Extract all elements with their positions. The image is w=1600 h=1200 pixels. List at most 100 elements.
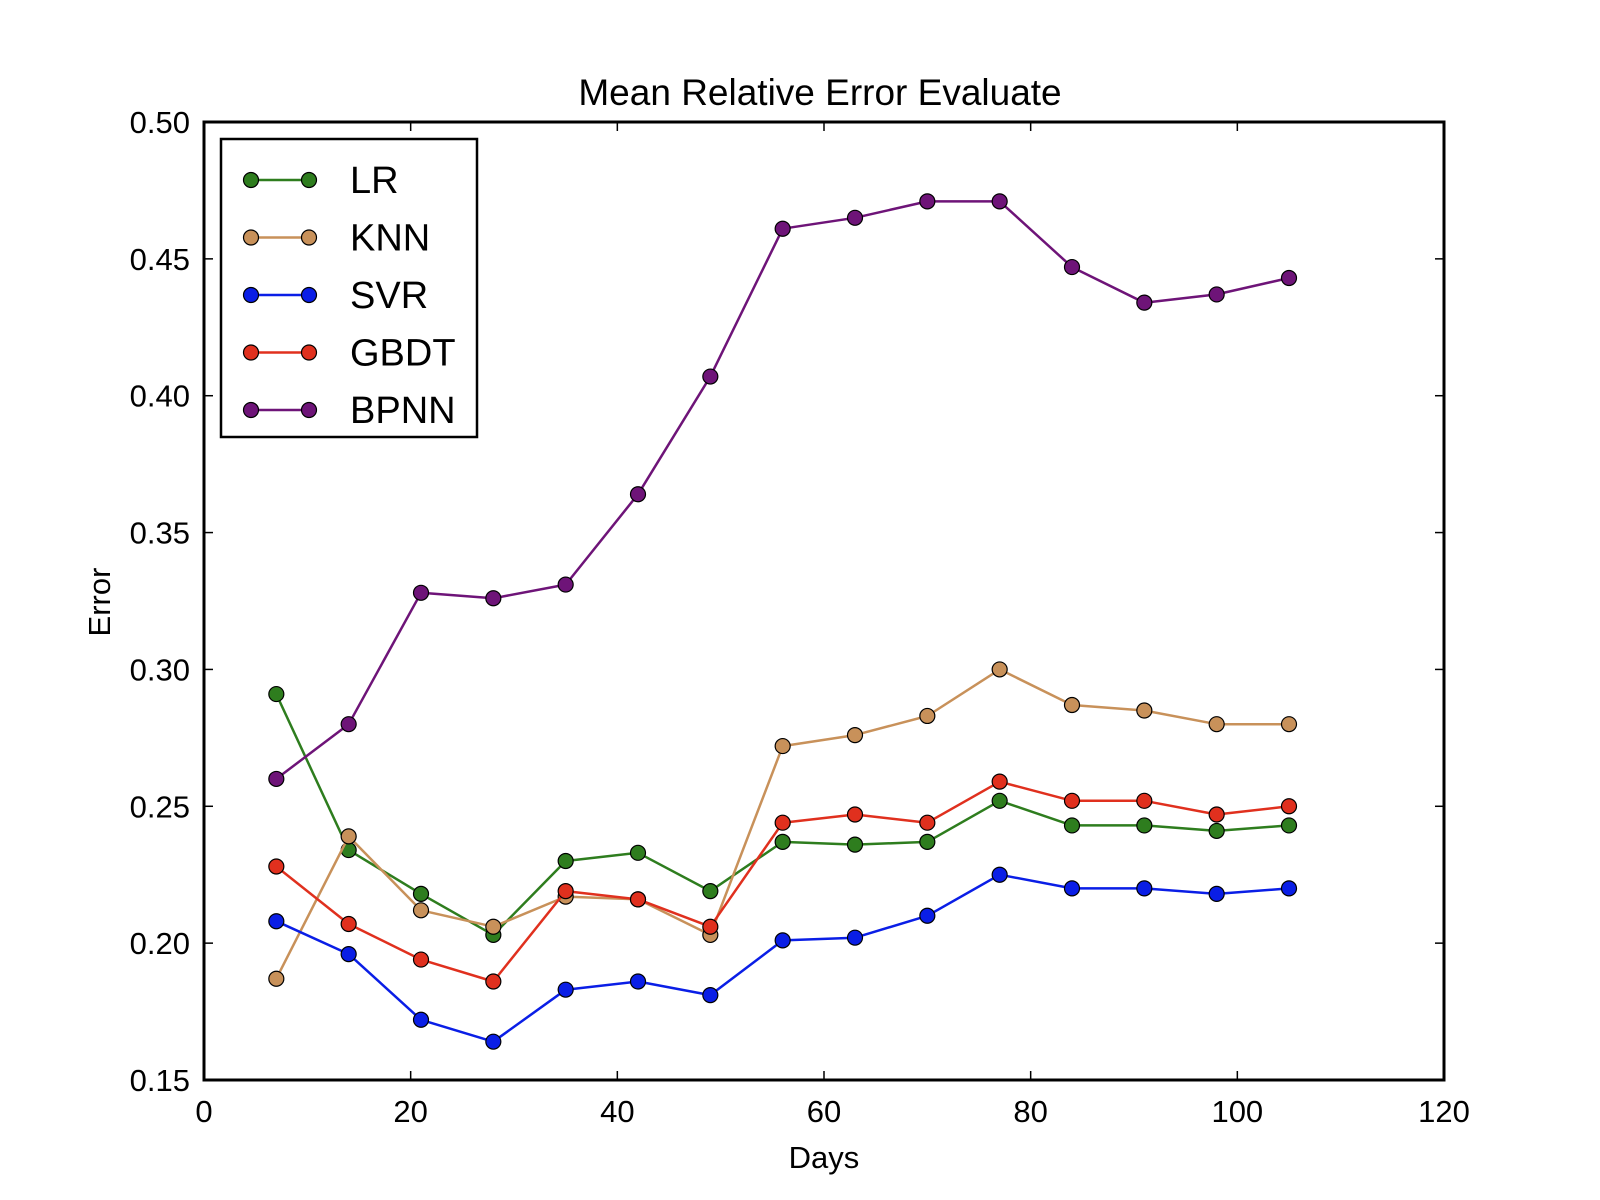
data-point-svr (629, 973, 647, 990)
data-point-gbdt (991, 773, 1008, 790)
data-point-knn (846, 727, 864, 744)
y-tick-label: 0.35 (130, 516, 190, 551)
data-point-svr (991, 866, 1008, 883)
legend-marker-knn (242, 229, 260, 246)
series-gbdt (268, 773, 1298, 990)
data-point-svr (485, 1033, 502, 1050)
data-point-knn (991, 661, 1008, 678)
data-point-knn (1280, 716, 1298, 733)
data-point-svr (1136, 880, 1153, 897)
legend-marker-gbdt (300, 344, 318, 361)
data-point-knn (268, 970, 285, 987)
data-point-bpnn (485, 590, 502, 607)
data-point-gbdt (1208, 806, 1225, 823)
data-point-gbdt (340, 915, 357, 933)
data-point-svr (1208, 885, 1225, 902)
data-point-gbdt (268, 858, 285, 875)
data-point-bpnn (340, 716, 357, 733)
data-point-gbdt (485, 973, 502, 990)
x-tick-labels: 0 20 40 60 80 100 120 (195, 1094, 1469, 1129)
data-point-bpnn (268, 770, 285, 788)
series-lr (268, 685, 1298, 944)
data-point-svr (919, 907, 936, 924)
data-point-lr (1208, 822, 1225, 840)
data-point-svr (846, 929, 864, 946)
legend-marker-knn (300, 229, 318, 246)
legend-marker-lr (300, 171, 318, 189)
data-point-gbdt (412, 951, 430, 968)
data-point-bpnn (1136, 294, 1153, 311)
data-point-knn (340, 828, 357, 845)
legend: LR KNN SVR GBDT BPNN (219, 137, 479, 439)
data-point-bpnn (774, 220, 791, 237)
data-point-gbdt (1136, 792, 1153, 809)
data-point-knn (919, 707, 936, 725)
data-point-bpnn (1208, 286, 1225, 303)
data-point-lr (412, 885, 430, 902)
x-axis-label: Days (789, 1140, 860, 1175)
data-point-lr (702, 883, 719, 900)
legend-marker-svr (242, 286, 260, 304)
data-point-bpnn (629, 486, 647, 503)
data-point-lr (919, 833, 936, 850)
legend-label-gbdt: GBDT (350, 333, 456, 375)
y-tick-label: 0.15 (130, 1063, 190, 1098)
legend-marker-bpnn (242, 401, 260, 419)
data-point-gbdt (629, 891, 647, 908)
data-point-knn (1208, 716, 1225, 733)
y-axis-label: Error (82, 568, 117, 637)
data-point-bpnn (846, 209, 864, 226)
data-point-lr (991, 792, 1008, 809)
data-point-knn (485, 918, 502, 935)
x-tick-label: 100 (1211, 1094, 1263, 1129)
data-point-gbdt (774, 814, 791, 831)
data-point-lr (1063, 817, 1081, 834)
data-point-lr (629, 844, 647, 861)
x-tick-label: 80 (1013, 1094, 1047, 1129)
data-point-lr (557, 852, 574, 870)
data-point-svr (1063, 880, 1081, 897)
series-bpnn (268, 193, 1298, 788)
data-point-lr (1136, 817, 1153, 834)
data-point-knn (774, 737, 791, 755)
data-point-gbdt (1063, 792, 1081, 809)
data-point-svr (702, 987, 719, 1004)
data-point-gbdt (919, 814, 936, 831)
y-tick-labels: 0.15 0.20 0.25 0.30 0.35 0.40 0.45 0.50 (130, 105, 190, 1098)
data-point-lr (268, 685, 285, 703)
data-point-bpnn (1063, 258, 1081, 276)
data-point-bpnn (557, 576, 574, 593)
y-tick-label: 0.25 (130, 789, 190, 824)
legend-marker-bpnn (300, 401, 318, 419)
data-point-gbdt (1280, 798, 1298, 815)
legend-frame (219, 137, 479, 439)
series-svr (268, 866, 1298, 1050)
x-tick-label: 0 (195, 1094, 212, 1129)
x-tick-label: 20 (393, 1094, 427, 1129)
data-point-bpnn (702, 368, 719, 385)
legend-entries: LR KNN SVR GBDT BPNN (242, 160, 456, 432)
data-point-gbdt (557, 883, 574, 900)
y-tick-label: 0.20 (130, 926, 190, 961)
y-tick-label: 0.30 (130, 652, 190, 687)
data-point-gbdt (702, 918, 719, 935)
data-point-svr (774, 932, 791, 949)
legend-marker-lr (242, 171, 260, 189)
chart-title: Mean Relative Error Evaluate (578, 72, 1061, 113)
axis-ticks (203, 121, 1445, 1081)
data-point-lr (1280, 817, 1298, 834)
data-point-lr (774, 833, 791, 850)
y-tick-label: 0.45 (130, 242, 190, 277)
y-tick-label: 0.40 (130, 379, 190, 414)
y-tick-label: 0.50 (130, 105, 190, 140)
data-point-svr (557, 981, 574, 998)
series-lines (268, 193, 1298, 1050)
x-tick-label: 60 (807, 1094, 841, 1129)
legend-marker-gbdt (242, 344, 260, 361)
data-point-gbdt (846, 806, 864, 823)
data-point-knn (412, 902, 430, 919)
data-point-svr (340, 945, 357, 963)
data-point-svr (412, 1011, 430, 1028)
